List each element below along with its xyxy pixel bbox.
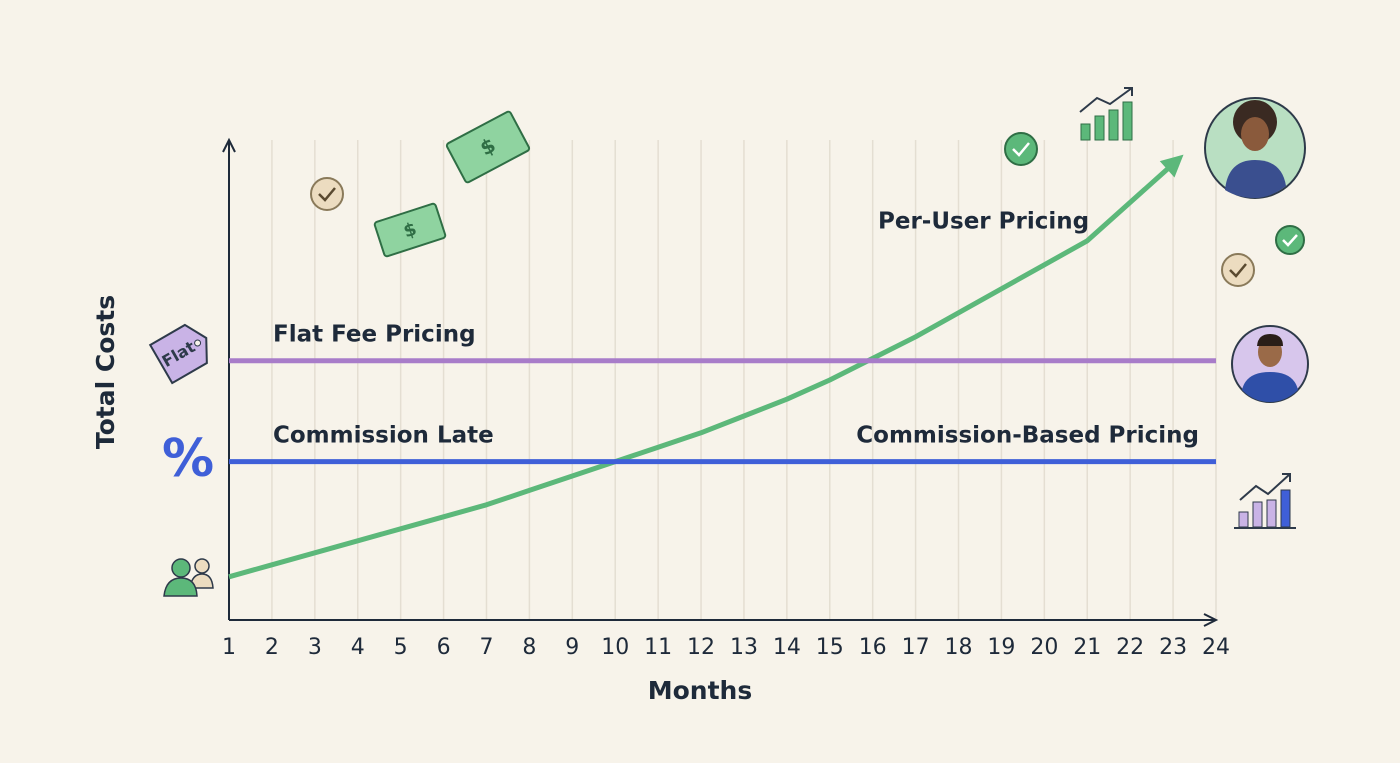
x-tick-label: 4 [351, 635, 365, 660]
bill-icon: $ [373, 202, 447, 258]
bar-icon [1079, 87, 1133, 141]
x-tick-label: 24 [1202, 635, 1230, 660]
x-tick-label: 12 [687, 635, 715, 660]
x-tick-label: 21 [1073, 635, 1101, 660]
annotation: Commission Late [273, 423, 494, 449]
y-axis-title: Total Costs [91, 295, 120, 449]
series-line [228, 162, 1175, 580]
x-tick-label: 20 [1030, 635, 1058, 660]
people-icon [163, 558, 214, 597]
avatar-icon [1204, 97, 1306, 199]
x-tick-label: 7 [479, 635, 493, 660]
bill-symbol: $ [401, 219, 419, 243]
x-tick-label: 11 [644, 635, 672, 660]
tag-icon: Flat [148, 323, 208, 385]
x-tick-label: 15 [816, 635, 844, 660]
check-icon [1004, 132, 1038, 166]
x-tick-label: 6 [437, 635, 451, 660]
percent-icon: % [162, 429, 214, 489]
x-tick-label: 9 [565, 635, 579, 660]
x-tick-label: 19 [987, 635, 1015, 660]
series-label: Commission-Based Pricing [856, 423, 1199, 449]
y-axis-arrow [222, 137, 236, 153]
series-label: Flat Fee Pricing [273, 322, 476, 348]
series-label: Per-User Pricing [878, 209, 1089, 235]
x-tick-label: 23 [1159, 635, 1187, 660]
x-tick-label: 1 [222, 635, 236, 660]
arrow-head [1159, 154, 1184, 178]
bar-icon [1234, 473, 1296, 529]
x-tick-label: 13 [730, 635, 758, 660]
x-tick-label: 18 [945, 635, 973, 660]
avatar-icon [1231, 325, 1309, 403]
x-tick-label: 16 [859, 635, 887, 660]
check-icon [310, 177, 344, 211]
x-tick-label: 17 [902, 635, 930, 660]
x-tick-label: 8 [522, 635, 536, 660]
x-tick-label: 2 [265, 635, 279, 660]
x-tick-label: 3 [308, 635, 322, 660]
grid [228, 140, 1217, 620]
x-tick-label: 22 [1116, 635, 1144, 660]
x-tick-label: 14 [773, 635, 801, 660]
bill-icon: $ [445, 110, 531, 184]
x-axis-title: Months [648, 676, 752, 705]
check-icon [1221, 253, 1255, 287]
x-axis-arrow [1203, 613, 1219, 627]
x-tick-label: 5 [394, 635, 408, 660]
check-icon [1275, 225, 1305, 255]
x-tick-label: 10 [601, 635, 629, 660]
